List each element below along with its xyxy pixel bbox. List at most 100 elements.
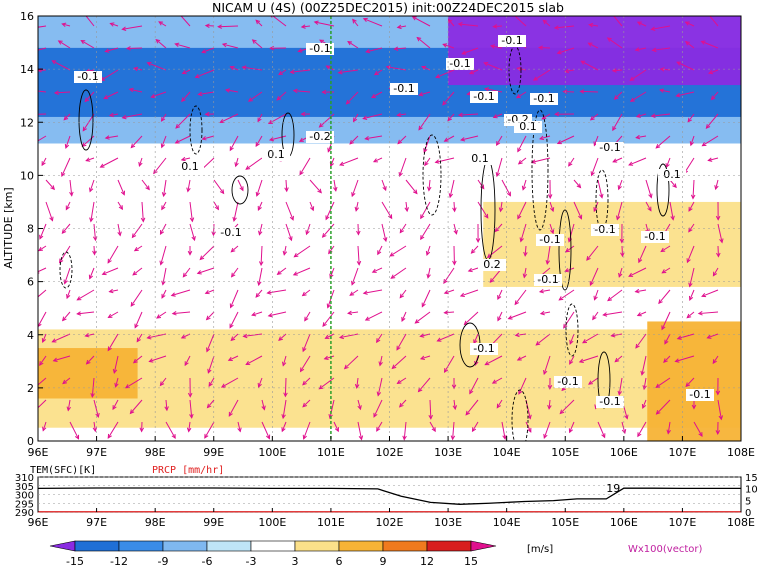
wind-vector-253 — [339, 157, 359, 166]
wind-vector-218 — [305, 223, 311, 236]
wind-vector-150 — [206, 399, 215, 409]
wind-vector-head — [356, 260, 362, 266]
wind-vector-head — [153, 169, 158, 175]
wind-vector-head — [187, 250, 193, 256]
wind-vector-head — [469, 389, 474, 395]
x-tick-label: 100E — [258, 446, 286, 459]
surface-left-tick: 300 — [15, 491, 34, 502]
wind-vector-260 — [347, 310, 359, 316]
wind-vector-shaft — [294, 245, 311, 258]
wind-vector-head — [217, 24, 223, 29]
wind-vector-shaft — [658, 289, 671, 304]
wind-vector-11 — [38, 267, 47, 274]
wind-vector-382 — [516, 66, 527, 72]
wind-vector-head — [426, 273, 431, 279]
wind-vector-shaft — [105, 47, 119, 53]
wind-vector-32 — [61, 311, 71, 322]
wind-vector-head — [234, 162, 239, 168]
wind-vector-head — [419, 355, 426, 360]
wind-vector-head — [318, 123, 324, 128]
wind-vector-121 — [186, 179, 191, 193]
x-tick-label: 96E — [28, 446, 49, 459]
wind-vector-head — [554, 111, 560, 117]
wind-vector-376 — [484, 355, 503, 366]
wind-vector-head — [376, 338, 381, 344]
wind-vector-shaft — [453, 223, 457, 234]
wind-vector-head — [59, 258, 64, 264]
wind-vector-head — [120, 190, 126, 196]
wind-vector-333 — [452, 245, 457, 266]
wind-vector-219 — [293, 245, 311, 258]
wind-vector-323 — [447, 18, 455, 27]
wind-vector-329 — [434, 157, 455, 164]
wind-vector-head — [532, 76, 538, 81]
wind-vector-280 — [376, 333, 383, 344]
wind-vector-549 — [717, 399, 724, 421]
wind-vector-head — [51, 338, 57, 343]
wind-vector-185 — [242, 333, 263, 339]
wind-vector-head — [688, 282, 693, 288]
wind-vector-shaft — [324, 355, 335, 360]
wind-vector-shaft — [611, 333, 623, 337]
wind-vector-321 — [428, 399, 433, 420]
wind-vector-shaft — [349, 135, 359, 145]
wind-vector-head — [399, 228, 405, 234]
contour-label: -0.1 — [393, 82, 414, 95]
wind-vector-head — [401, 316, 406, 322]
wind-vector-head — [396, 345, 401, 351]
wind-vector-head — [186, 427, 192, 433]
wind-vector-head — [334, 427, 339, 433]
surface-x-label: 104E — [493, 516, 521, 529]
x-tick-label: 98E — [145, 446, 166, 459]
wind-vector-shaft — [117, 179, 125, 195]
wind-vector-10 — [38, 245, 47, 252]
wind-vector-head — [180, 156, 186, 162]
wind-vector-380 — [512, 16, 527, 27]
wind-vector-133 — [204, 23, 215, 28]
chart-title: NICAM U (4S) (00Z25DEC2015) init:00Z24DE… — [212, 0, 564, 15]
tem-series-line — [37, 487, 741, 505]
wind-vector-shaft — [189, 399, 193, 418]
wind-vector-286 — [393, 46, 407, 51]
wind-vector-shaft — [573, 179, 581, 188]
wind-vector-shaft — [655, 377, 671, 388]
wind-vector-shaft — [709, 16, 719, 27]
surface-left-tick: 305 — [15, 482, 34, 493]
wind-vector-shaft — [252, 39, 263, 49]
wind-vector-212 — [292, 88, 311, 94]
wind-vector-head — [610, 11, 614, 15]
colorbar-level-label: 12 — [420, 555, 434, 568]
wind-vector-head — [606, 37, 612, 42]
wind-vector-shaft — [89, 179, 95, 192]
wind-vector-511 — [655, 399, 671, 415]
wind-vector-533 — [700, 40, 719, 49]
wind-vector-148 — [207, 355, 215, 374]
wind-vector-shaft — [67, 399, 71, 411]
wind-vector-head — [255, 191, 260, 197]
wind-vector-head — [442, 100, 447, 106]
wind-vector-head — [465, 410, 470, 416]
wind-vector-head — [489, 44, 496, 49]
wind-vector-head — [460, 137, 466, 142]
wind-vector-shaft — [701, 289, 719, 297]
wind-vector-shaft — [591, 157, 599, 176]
wind-vector-55 — [93, 399, 100, 419]
wind-vector-124 — [187, 245, 193, 256]
wind-vector-shaft — [333, 421, 339, 432]
wind-vector-492 — [641, 399, 647, 409]
wind-vector-head — [107, 433, 112, 439]
wind-vector-489 — [635, 333, 647, 349]
wind-vector-shaft — [484, 62, 503, 71]
wind-vector-head — [497, 295, 502, 301]
wind-vector-shaft — [635, 289, 647, 293]
wind-vector-62 — [104, 135, 119, 140]
wind-vector-127 — [171, 311, 191, 316]
contour-9 — [59, 251, 73, 289]
wind-vector-head — [333, 186, 338, 192]
wind-vector-head — [76, 311, 82, 316]
wind-vector-shaft — [93, 399, 99, 418]
wind-vector-107 — [161, 289, 167, 299]
wind-vector-92 — [124, 377, 143, 389]
wind-vector-head — [475, 238, 481, 244]
wind-vector-shaft — [525, 421, 532, 433]
